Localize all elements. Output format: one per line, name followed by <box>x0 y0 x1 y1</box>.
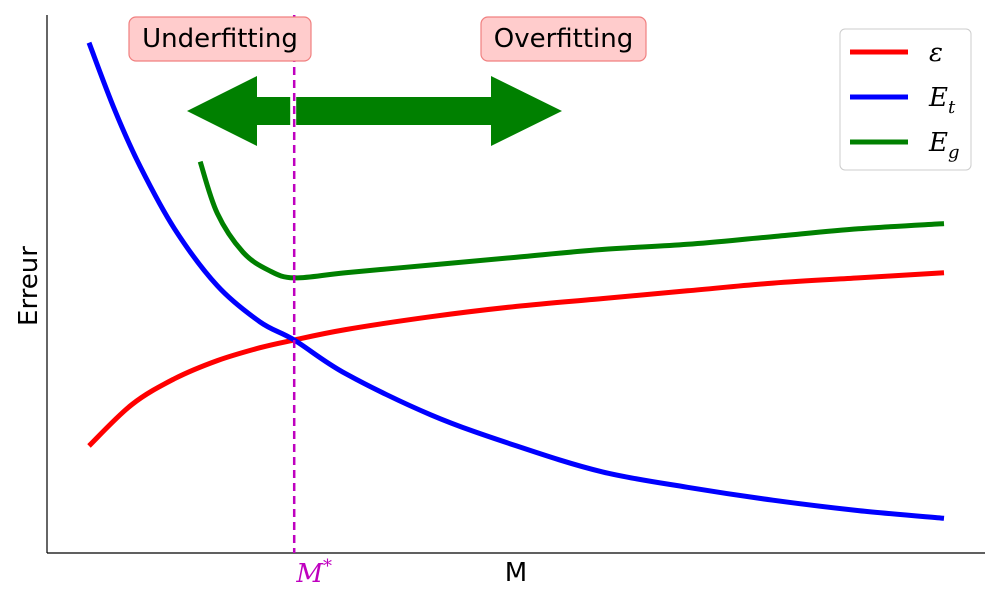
legend-label-e-g: Eg <box>928 128 960 163</box>
underfitting-label-box: Underfitting <box>128 16 312 62</box>
y-axis-label: Erreur <box>14 246 44 326</box>
series-line-e-t <box>86 41 945 521</box>
series-line-epsilon <box>87 270 945 448</box>
overfitting-label-box: Overfitting <box>480 16 647 62</box>
overfitting-arrow <box>296 76 562 146</box>
x-axis-label: M <box>505 558 527 588</box>
optimal-point-label: M* <box>295 556 332 589</box>
underfitting-label: Underfitting <box>142 24 298 54</box>
series-line-e-g <box>197 160 945 281</box>
legend: ε Et Eg <box>839 28 972 171</box>
legend-label-e-t: Et <box>928 83 956 118</box>
underfitting-arrow <box>187 76 291 146</box>
series-lines <box>86 41 945 521</box>
overfitting-label: Overfitting <box>494 24 634 54</box>
fitting-arrows <box>187 76 562 146</box>
legend-label-epsilon: ε <box>929 38 943 68</box>
